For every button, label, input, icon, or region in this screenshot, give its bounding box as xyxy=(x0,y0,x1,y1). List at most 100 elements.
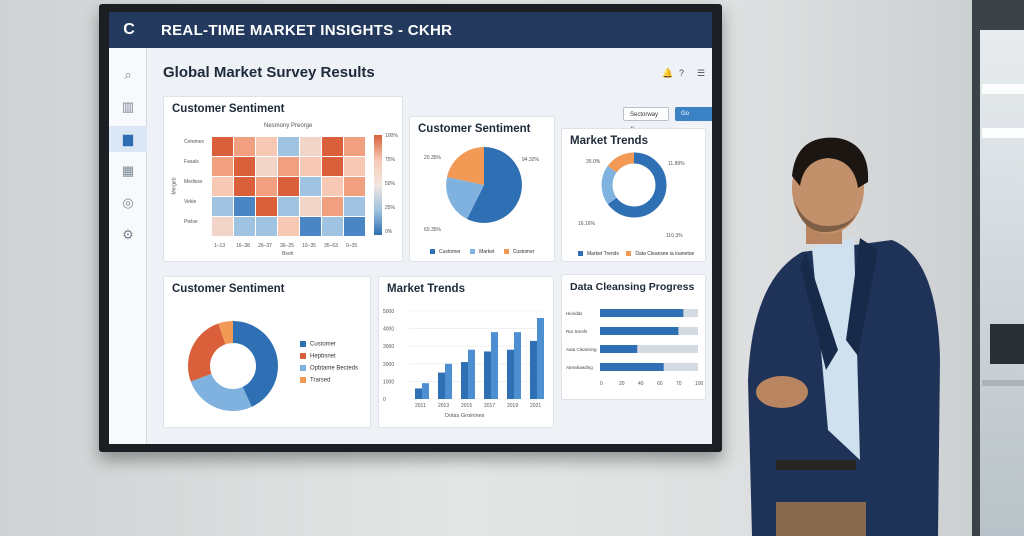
legend-swatch xyxy=(300,341,306,347)
bar xyxy=(491,332,498,399)
pie-legend: Customer Market Customer xyxy=(430,249,534,255)
help-icon[interactable]: ? xyxy=(679,68,685,78)
heatmap-cell xyxy=(256,217,277,236)
donut-label: 16.16% xyxy=(578,221,595,227)
pie-chart xyxy=(446,147,522,223)
progress-label: Hioriddx xyxy=(566,311,583,316)
legend-label: Customer xyxy=(512,249,535,255)
lapel xyxy=(846,238,878,356)
heatmap-row-label: Pielse xyxy=(184,219,198,225)
donut-legend: Market Trends Data Cleansee ia ioanetoe xyxy=(578,251,694,257)
progress-chart: Hioriddx Rar Sresfs Aata Cleansing Aterahae… xyxy=(566,309,704,387)
presenter-person xyxy=(748,137,940,536)
heatmap-cell xyxy=(212,157,233,176)
legend-swatch xyxy=(578,251,583,257)
x-tick-label: 2013 xyxy=(438,403,449,409)
donut-segment xyxy=(601,152,667,218)
scale-label: 75% xyxy=(385,157,396,163)
heatmap-cell xyxy=(234,197,255,216)
pie-slice xyxy=(467,147,522,223)
heatmap-cell xyxy=(234,157,255,176)
app-logo[interactable]: C xyxy=(123,21,135,38)
search-icon[interactable]: ⌕ xyxy=(124,67,132,82)
sector-select[interactable]: Sectorway ∨ xyxy=(623,107,669,132)
bar xyxy=(530,340,537,399)
strategy-button[interactable]: Go Strategie xyxy=(675,107,712,131)
calendar-icon[interactable]: ▦ xyxy=(121,163,135,178)
legend-item: Trarsed xyxy=(300,377,330,384)
y-tick-label: 3000 xyxy=(383,344,394,350)
analytics-icon[interactable]: ▆ xyxy=(109,126,147,152)
legend-label: Hepbsnet xyxy=(310,353,336,360)
donut-card-customer-sentiment: Customer Sentiment Customer Hepbsnet Opb… xyxy=(163,276,371,428)
legend-label: Opbtame Becteds xyxy=(310,365,359,372)
heatmap-cell xyxy=(300,137,321,156)
x-tick-label: 2011 xyxy=(415,403,426,409)
pie-slice xyxy=(447,147,484,185)
legend-swatch xyxy=(300,377,306,383)
heatmap-cell xyxy=(322,217,343,236)
heatmap-col-label: 1–13 xyxy=(214,243,226,249)
heatmap-cell xyxy=(234,177,255,196)
ceiling-light xyxy=(982,128,1024,138)
heatmap-row-label: Medisss xyxy=(184,179,203,185)
dashboard-screen: C REAL-TIME MARKET INSIGHTS - CKHR ⌕ ▥ ▆… xyxy=(109,12,712,444)
wall-mounted-tv: C REAL-TIME MARKET INSIGHTS - CKHR ⌕ ▥ ▆… xyxy=(99,4,722,452)
heatmap-cell xyxy=(278,137,299,156)
heatmap-cell xyxy=(278,217,299,236)
heatmap-col-label: 16–38 xyxy=(236,243,250,249)
pie-label: 60.35% xyxy=(424,227,441,233)
legend-item: Customer xyxy=(300,341,336,348)
x-axis-label: Dotas Groinines xyxy=(445,413,485,419)
y-tick-label: 0 xyxy=(383,397,386,403)
heatmap-cell xyxy=(256,137,277,156)
heatmap-row-label: Vekie xyxy=(184,199,197,205)
menu-icon[interactable]: ☰ xyxy=(697,68,706,78)
clasped-hands xyxy=(756,376,808,408)
heatmap-row-label: Cetomex xyxy=(184,139,205,145)
legend-swatch xyxy=(430,249,435,255)
background-monitor xyxy=(990,324,1024,364)
donut-chart xyxy=(188,321,278,411)
top-bar: C REAL-TIME MARKET INSIGHTS - CKHR xyxy=(109,12,712,48)
hair xyxy=(792,137,869,188)
heatmap-cell xyxy=(256,197,277,216)
card-title: Data Cleansing Progress xyxy=(570,281,695,293)
y-axis-label: Mergeb xyxy=(171,177,178,195)
heatmap-cell xyxy=(322,137,343,156)
heatmap-cell xyxy=(234,217,255,236)
heatmap-cell xyxy=(278,197,299,216)
legend-label: Customer xyxy=(310,341,337,348)
pie-slice xyxy=(446,177,484,219)
heatmap-cell xyxy=(300,177,321,196)
y-tick-label: 4000 xyxy=(383,327,394,333)
bar xyxy=(507,349,514,399)
progress-fill xyxy=(600,363,664,371)
legend-label: Data Cleansee ia ioanetoe xyxy=(635,251,695,257)
donut-segment xyxy=(188,321,278,411)
x-axis-label: Bsoh xyxy=(282,251,294,257)
progress-track xyxy=(600,345,698,353)
legend-swatch xyxy=(470,249,476,255)
y-tick-label: 5000 xyxy=(383,309,394,315)
donut-label: 110.3% xyxy=(666,233,683,239)
bar-chart-icon[interactable]: ▥ xyxy=(121,99,135,114)
bar xyxy=(422,383,429,399)
card-title: Customer Sentiment xyxy=(418,123,531,135)
glass-door xyxy=(980,30,1024,536)
card-title: Market Trends xyxy=(387,283,465,295)
bell-icon[interactable]: 🔔 xyxy=(662,68,674,78)
x-tick-label: 70 xyxy=(676,381,682,387)
scale-label: 25% xyxy=(385,205,396,211)
legend-swatch xyxy=(300,353,306,359)
settings-icon[interactable]: ⚙ xyxy=(122,227,134,242)
heatmap-cell xyxy=(212,177,233,196)
target-icon[interactable]: ◎ xyxy=(122,195,134,210)
donut-segment xyxy=(601,152,667,218)
app-title: REAL-TIME MARKET INSIGHTS - CKHR xyxy=(161,22,453,39)
heatmap-col-label: 36–25 xyxy=(280,243,294,249)
progress-fill xyxy=(600,327,679,335)
y-tick-label: 1000 xyxy=(383,379,394,385)
heatmap-cell xyxy=(212,137,233,156)
x-tick-label: 60 xyxy=(657,381,663,387)
